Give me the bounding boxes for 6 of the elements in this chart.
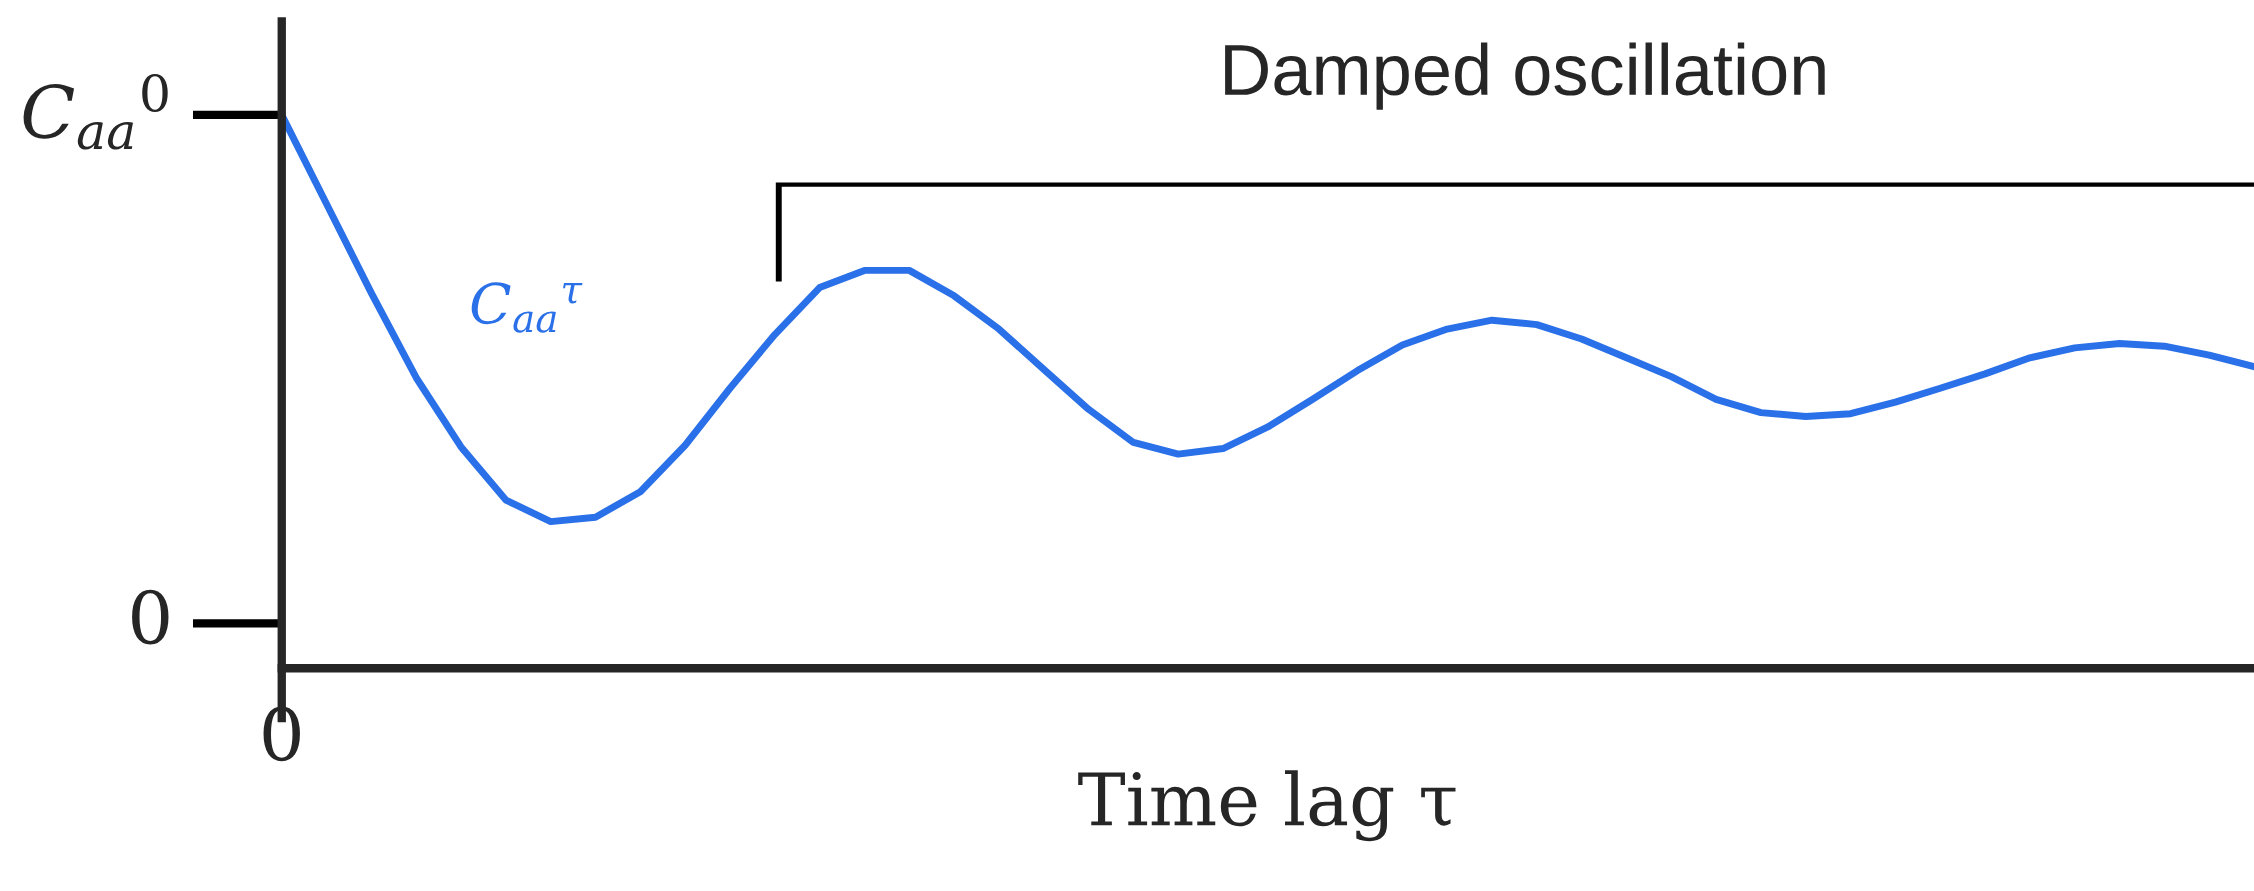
x-axis-title: Time lag τ — [1078, 770, 1456, 842]
text: Damped oscillation — [1225, 42, 1825, 110]
text: C$_{aa}$$^{0}$ — [23, 73, 168, 150]
text: 0 — [263, 706, 300, 762]
series-label: C$_{aa}$$^{τ}$ — [471, 282, 583, 333]
text: 0 — [132, 589, 169, 645]
